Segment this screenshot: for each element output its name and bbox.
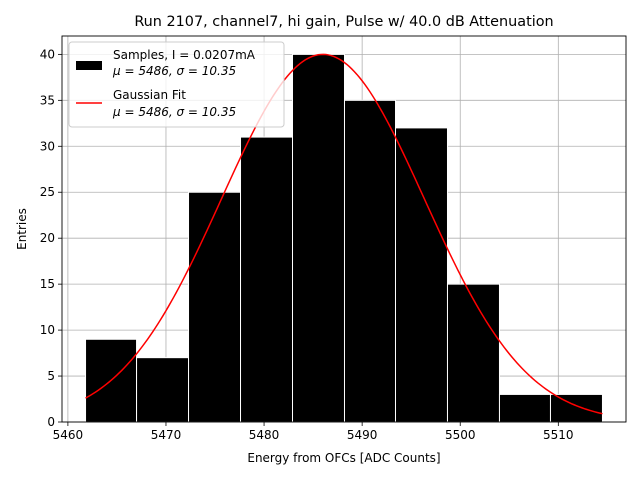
gaussian-fit-line	[85, 53, 603, 415]
legend-fit-label: Gaussian Fit	[113, 88, 186, 102]
histogram-bar	[136, 357, 190, 423]
legend-fit-stats: μ = 5486, σ = 10.35	[112, 105, 236, 119]
chart-title: Run 2107, channel7, hi gain, Pulse w/ 40…	[134, 14, 553, 30]
y-axis-ticks: 0 5 10 15 20 25 30 35 40	[40, 47, 62, 429]
y-tick-label: 35	[40, 93, 55, 107]
y-tick-label: 30	[40, 139, 55, 153]
histogram-bar	[292, 53, 345, 423]
plot-frame	[61, 35, 627, 423]
histogram-bars	[85, 53, 603, 423]
y-tick-label: 10	[40, 323, 55, 337]
histogram-bar	[188, 191, 242, 423]
histogram-bar	[498, 393, 551, 423]
x-tick-label: 5470	[151, 428, 182, 442]
x-tick-label: 5460	[53, 428, 84, 442]
legend-box	[68, 41, 285, 128]
y-tick-label: 0	[47, 415, 55, 429]
y-tick-label: 25	[40, 185, 55, 199]
x-tick-label: 5500	[445, 428, 476, 442]
histogram-bar	[394, 127, 448, 423]
y-tick-label: 5	[47, 369, 55, 383]
x-tick-label: 5480	[249, 428, 280, 442]
y-tick-label: 20	[40, 231, 55, 245]
y-tick-label: 15	[40, 277, 55, 291]
histogram-bar	[240, 136, 294, 423]
x-axis-ticks: 5460 5470 5480 5490 5500 5510	[53, 422, 574, 442]
x-tick-label: 5490	[347, 428, 378, 442]
x-tick-label: 5510	[543, 428, 574, 442]
x-axis-label: Energy from OFCs [ADC Counts]	[247, 451, 440, 465]
legend: Samples, I = 0.0207mA μ = 5486, σ = 10.3…	[68, 41, 285, 128]
histogram-bar	[549, 393, 603, 423]
histogram-bar	[343, 99, 396, 423]
y-axis-label: Entries	[15, 208, 29, 250]
y-tick-label: 40	[40, 47, 55, 61]
legend-samples-label: Samples, I = 0.0207mA	[113, 48, 256, 62]
histogram-bar	[446, 283, 500, 423]
fit-layer	[85, 53, 603, 415]
legend-samples-stats: μ = 5486, σ = 10.35	[112, 64, 236, 78]
legend-samples-swatch	[76, 61, 102, 70]
